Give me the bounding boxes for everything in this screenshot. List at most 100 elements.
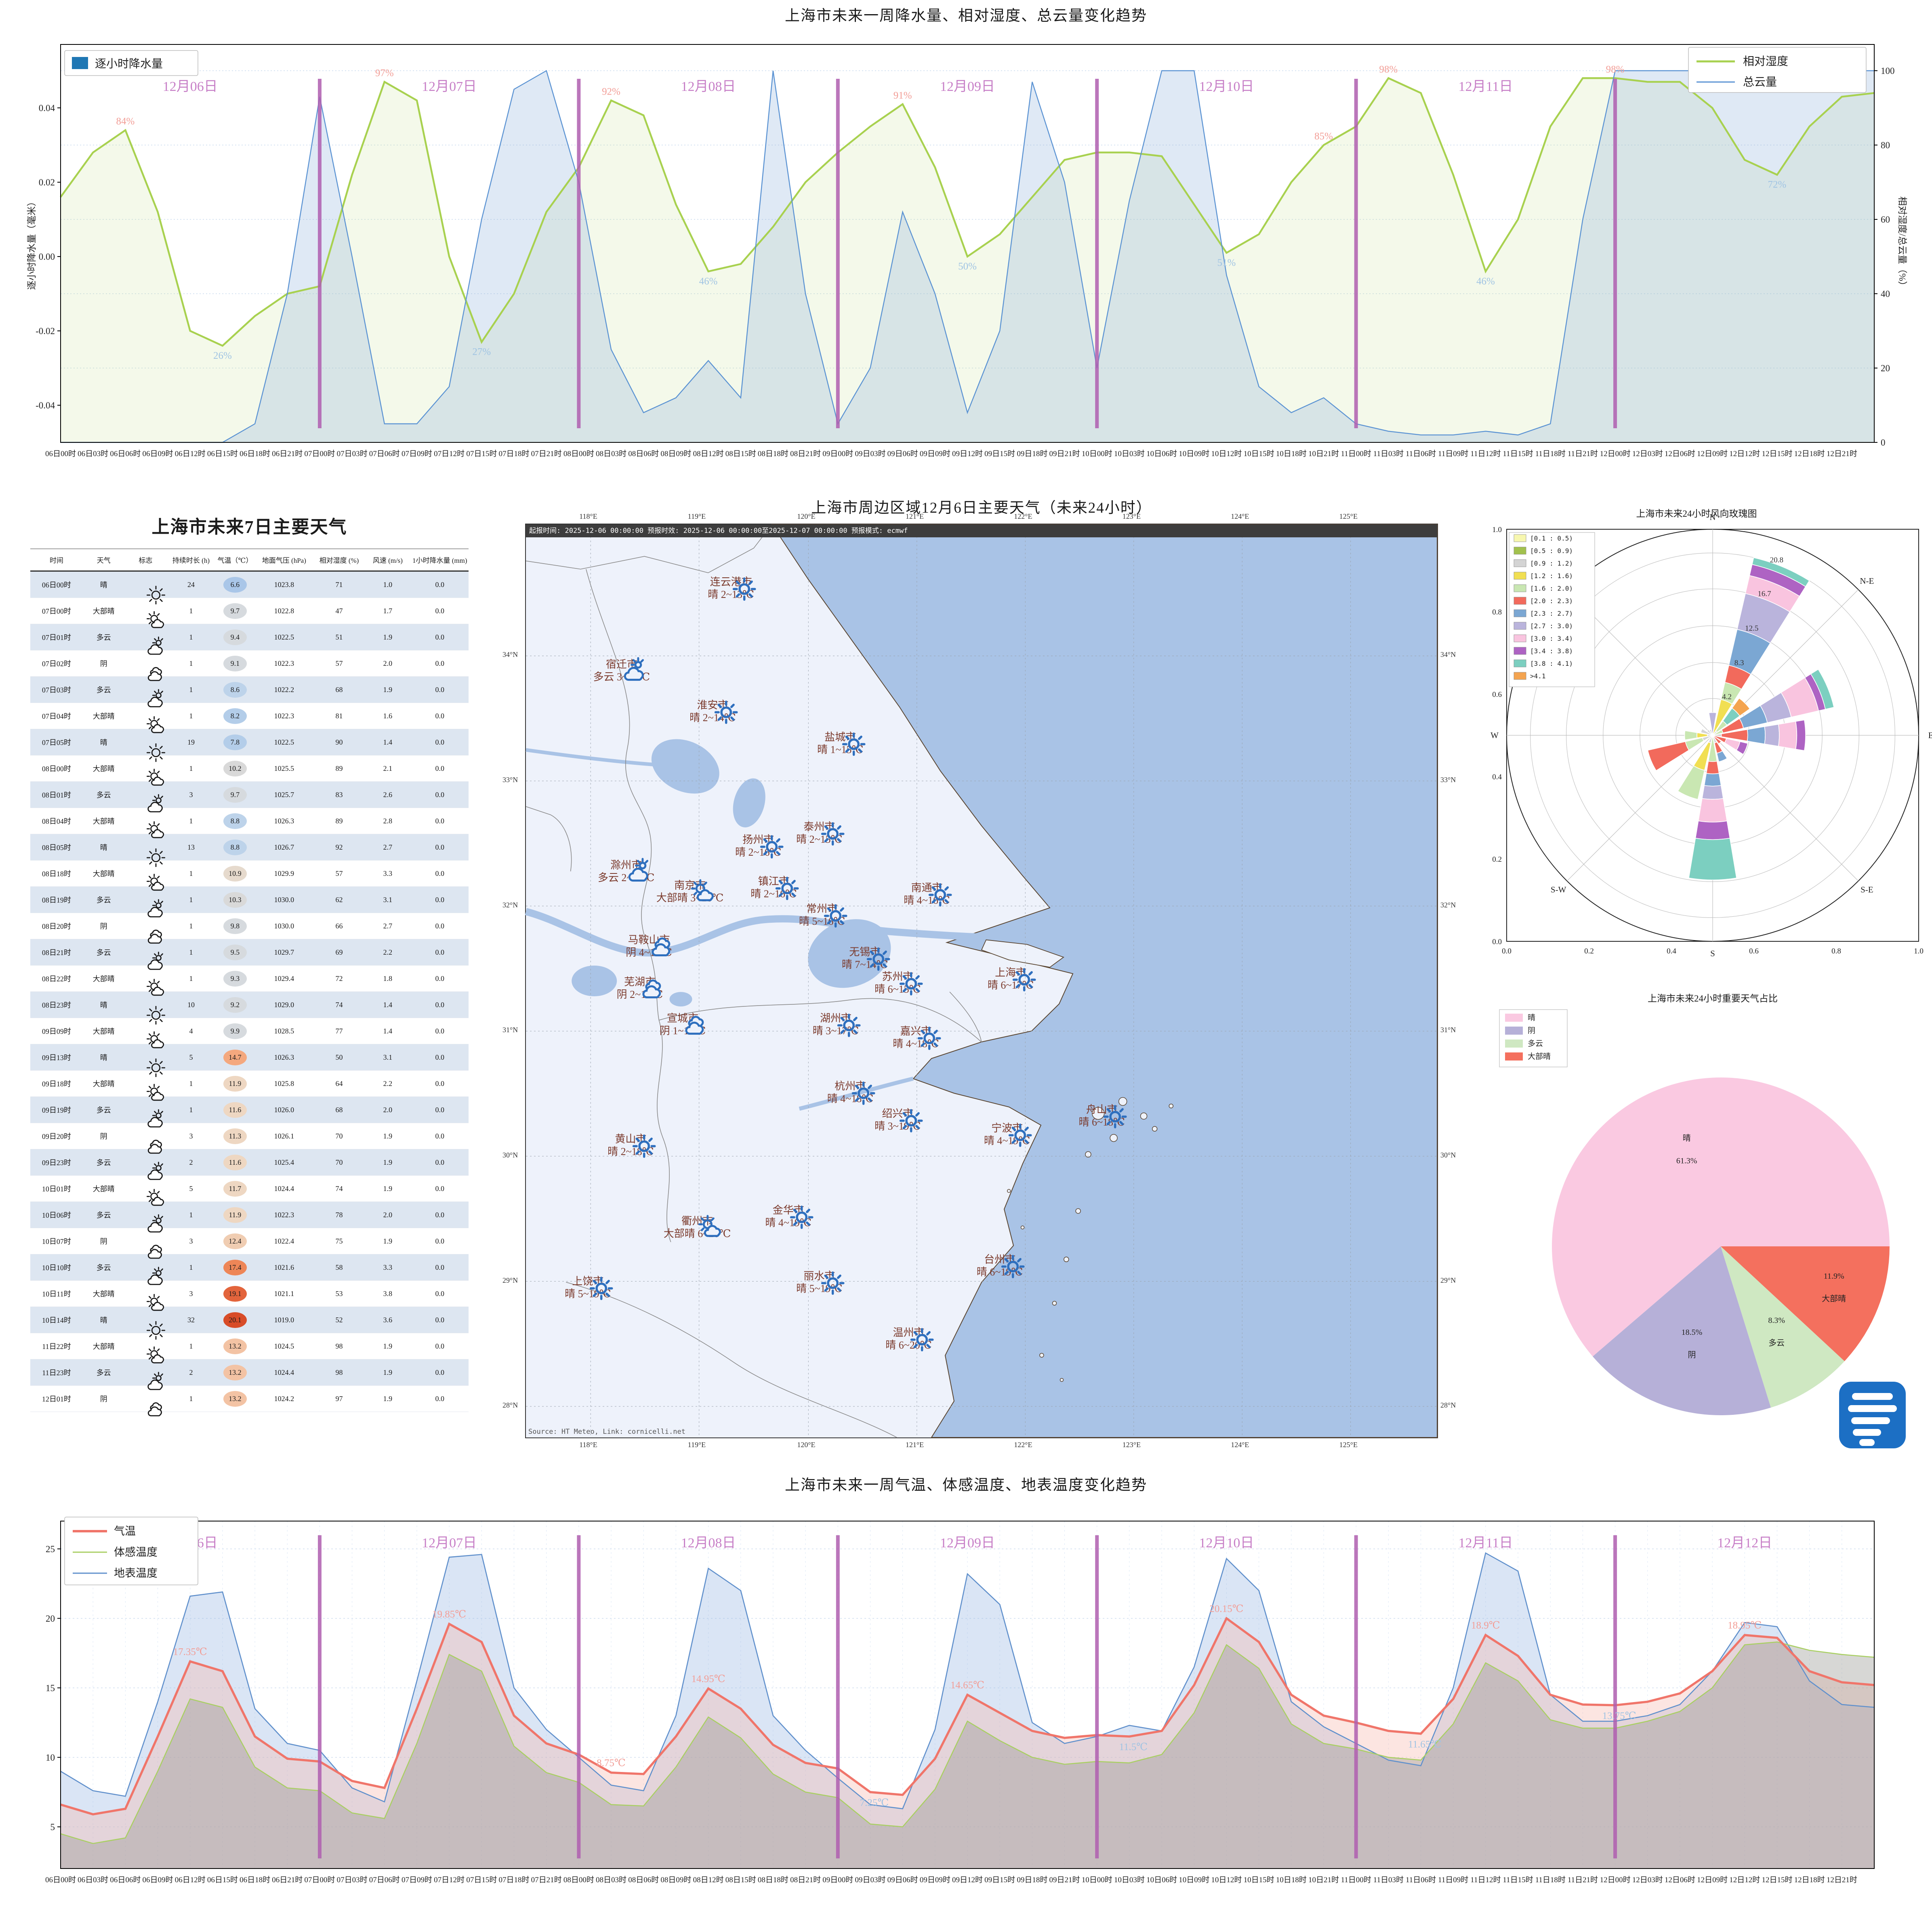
x-tick-label: 06日03时 <box>78 1875 108 1884</box>
x-tick-label: 12日03时 <box>1632 1875 1663 1884</box>
pie-slice <box>1721 1246 1845 1408</box>
x-tick-label: 06日09时 <box>143 449 173 458</box>
x-tick-label: 11日00时 <box>1341 449 1371 458</box>
table-cell: 1 <box>166 939 216 966</box>
legend-swatch <box>1514 634 1526 642</box>
table-row: 08日23时晴 10 9.2 1029.0 74 1.4 0.0 <box>30 991 469 1025</box>
legend-label: [0.9 : 1.2) <box>1530 560 1573 567</box>
humidity-max-label: 92% <box>602 86 620 97</box>
table-cell: 2.1 <box>364 755 411 782</box>
x-tick-label: 06日00时 <box>45 1875 76 1884</box>
table-cell: 0.0 <box>411 1228 469 1254</box>
city-weather: 晴 5~19℃ <box>565 1288 611 1300</box>
legend-label: 阴 <box>1528 1026 1535 1035</box>
table-row: 08日05时晴 13 8.8 1026.7 92 2.7 0.0 <box>30 834 469 867</box>
x-tick-label: 07日18时 <box>498 1875 529 1884</box>
x-tick-label: 06日06时 <box>110 1875 141 1884</box>
date-label: 12月08日 <box>681 79 736 94</box>
table-cell: 晴 <box>82 729 125 755</box>
wind-sector <box>1764 724 1780 747</box>
table-cell: 07日04时 <box>30 703 83 729</box>
date-label: 12月10日 <box>1199 1536 1254 1551</box>
legend-label: [3.8 : 4.1) <box>1530 660 1573 667</box>
legend-label: 晴 <box>1528 1013 1535 1022</box>
table-cell: 64 <box>313 1070 365 1097</box>
table-cell: 2.8 <box>364 808 411 834</box>
x-tick-label: 07日00时 <box>304 1875 335 1884</box>
legend-label: [3.4 : 3.8) <box>1530 647 1573 655</box>
wind-sector <box>1706 729 1713 736</box>
humidity-max-label: 98% <box>1606 64 1625 75</box>
x-tick-label: 09日09时 <box>920 449 950 458</box>
feels-like-area <box>61 1642 1874 1869</box>
temperature-pill: 8.2 <box>223 708 247 724</box>
table-cell: 1.9 <box>364 1149 411 1176</box>
cloudy-icon <box>147 1267 164 1285</box>
x-tick-label: 08日12时 <box>693 1875 724 1884</box>
table-cell: 1 <box>166 1333 216 1359</box>
x-tick-label: 11日06时 <box>1406 1875 1436 1884</box>
weather-icon <box>124 1333 167 1364</box>
table-cell: 3 <box>166 1123 216 1149</box>
lat-tick: 32°N <box>502 901 518 909</box>
legend-label: 多云 <box>1528 1039 1543 1048</box>
x-tick-label: 06日12时 <box>175 449 206 458</box>
island <box>1169 1103 1173 1109</box>
x-tick-label: 12日06时 <box>1665 1875 1695 1884</box>
wind-sector <box>1695 820 1730 840</box>
table-cell: 0.0 <box>411 1096 469 1123</box>
wind-sector <box>1712 735 1722 745</box>
border-line <box>659 998 982 1043</box>
x-tick-label: 12日00时 <box>1600 1875 1631 1884</box>
weather-icon <box>124 991 167 1025</box>
weather-icon <box>124 1070 167 1101</box>
table-cell: 1023.8 <box>254 571 314 598</box>
weather-icon <box>124 729 167 762</box>
city-weather-marker: 无锡市 晴 7~14℃ <box>842 946 890 971</box>
series <box>60 70 1875 443</box>
x-tick-label: 09日06时 <box>887 1875 918 1884</box>
col-header: 1小时降水量 (mm) <box>411 549 469 572</box>
table-cell: 0.0 <box>411 598 469 624</box>
city-weather-marker: 杭州市 晴 4~18℃ <box>827 1080 875 1105</box>
radial-tick-label: 16.7 <box>1758 589 1771 598</box>
x-tick-label: 09日00时 <box>822 449 853 458</box>
city-weather-marker: 金华市 晴 4~19℃ <box>765 1204 814 1229</box>
x-tick-label: 08日21时 <box>790 449 821 458</box>
y-tick-right: 40 <box>1881 289 1890 299</box>
lon-tick: 124°E <box>1231 1441 1249 1449</box>
table-row: 09日18时 大部晴 1 11.9 1025.8 64 2.2 0.0 <box>30 1070 469 1101</box>
city-weather: 晴 3~17℃ <box>812 1025 859 1037</box>
weather-icon <box>124 886 167 917</box>
table-cell: 1.9 <box>364 1123 411 1149</box>
table-cell: 1.4 <box>364 991 411 1018</box>
wind-sector <box>1731 698 1750 717</box>
table-cell: 大部晴 <box>82 703 125 729</box>
table-cell: 09日23时 <box>30 1149 83 1176</box>
table-cell: 2.7 <box>364 834 411 861</box>
table-cell: 1024.4 <box>254 1175 314 1202</box>
table-cell: 75 <box>313 1228 365 1254</box>
cloud-line <box>61 70 1874 443</box>
x-tick-label: 07日09时 <box>402 1875 432 1884</box>
city-weather: 晴 4~18℃ <box>893 1038 939 1050</box>
table-cell: 10日06时 <box>30 1202 83 1228</box>
table-cell: 1029.0 <box>254 991 314 1018</box>
table-cell: 0.0 <box>411 1018 469 1044</box>
temp-max-label: 18.95℃ <box>1728 1620 1762 1631</box>
x-tick-label: 10日00时 <box>1082 1875 1112 1884</box>
top-chart-title: 上海市未来一周降水量、相对湿度、总云量变化趋势 <box>785 8 1147 24</box>
x-tick-label: 06日00时 <box>45 449 76 458</box>
series <box>60 1552 1875 1869</box>
table-cell: 0.0 <box>411 1175 469 1202</box>
table-row: 10日11时 大部晴 3 19.1 1021.1 53 3.8 0.0 <box>30 1280 469 1311</box>
y-tick-right: 20 <box>1881 363 1890 373</box>
city-weather: 晴 5~19℃ <box>796 1282 843 1294</box>
table-row: 10日06时 多云 1 11.9 1022.3 78 2.0 0.0 <box>30 1202 469 1233</box>
lon-tick: 125°E <box>1339 512 1358 520</box>
sun-icon <box>147 1006 166 1025</box>
table-cell: 0.0 <box>411 703 469 729</box>
table-row: 09日20时阴 3 11.3 1026.1 70 1.9 0.0 <box>30 1123 469 1154</box>
y-tick-left: -0.04 <box>36 400 55 410</box>
table-cell: 1026.0 <box>254 1096 314 1123</box>
